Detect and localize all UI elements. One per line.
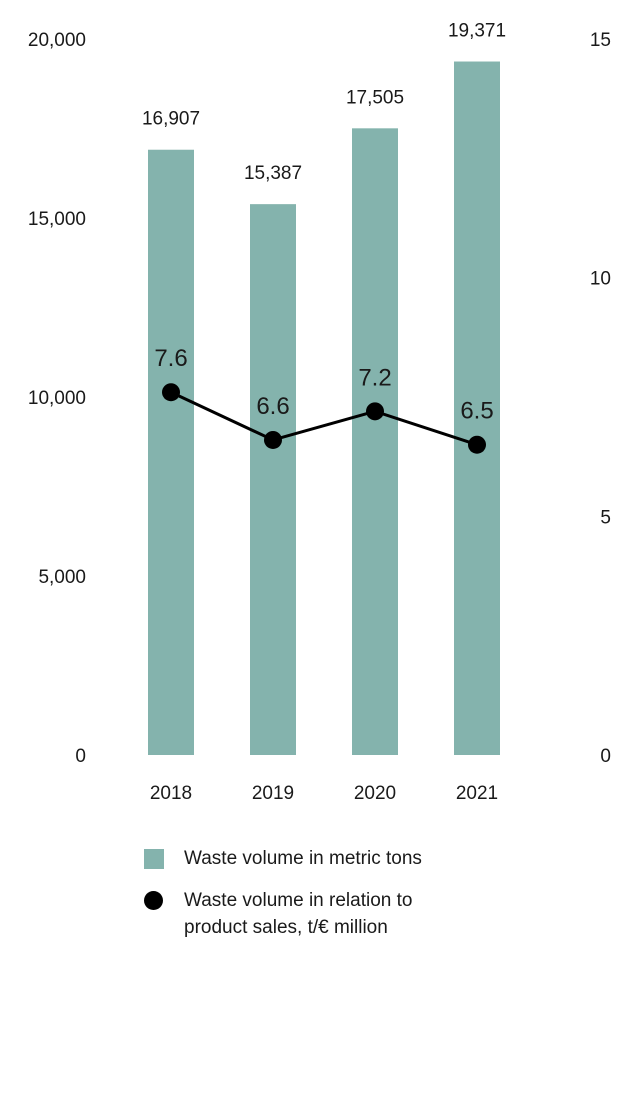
right-tick-label: 10 <box>590 269 611 290</box>
line-value-label: 6.6 <box>256 393 289 420</box>
legend-line-marker <box>144 891 163 910</box>
x-axis: 2018 2019 2020 2021 <box>150 783 498 804</box>
legend-bar-label: Waste volume in metric tons <box>184 848 422 869</box>
left-tick-label: 20,000 <box>28 30 86 51</box>
legend-line-label-line-2: product sales, t/€ million <box>184 917 388 938</box>
line-point-2019 <box>264 430 282 449</box>
line-value-label: 6.5 <box>460 398 493 425</box>
left-y-axis: 0 5,000 10,000 15,000 20,000 <box>28 30 86 767</box>
line-value-label: 7.2 <box>358 364 391 391</box>
left-tick-label: 0 <box>75 746 86 767</box>
x-tick-label: 2021 <box>456 783 498 804</box>
x-tick-label: 2020 <box>354 783 396 804</box>
right-tick-label: 15 <box>590 30 611 51</box>
left-tick-label: 15,000 <box>28 209 86 230</box>
left-tick-label: 5,000 <box>38 567 86 588</box>
line-point-2020 <box>366 402 384 421</box>
bar-2018 <box>148 149 194 756</box>
bar-value-label: 19,371 <box>448 21 506 42</box>
x-tick-label: 2019 <box>252 783 294 804</box>
x-tick-label: 2018 <box>150 783 192 804</box>
bar-2021 <box>454 61 500 756</box>
right-y-axis: 0 5 10 15 <box>590 30 611 767</box>
right-tick-label: 0 <box>600 746 611 767</box>
bar-value-labels: 16,907 15,387 17,505 19,371 <box>142 21 506 185</box>
bar-series <box>148 61 500 756</box>
bar-value-label: 17,505 <box>346 87 404 108</box>
line-series: 7.6 6.6 7.2 6.5 <box>154 345 494 454</box>
bar-2020 <box>352 128 398 756</box>
legend-item-waste-volume: Waste volume in metric tons <box>144 848 614 872</box>
line-point-2021 <box>468 435 486 454</box>
line-value-label: 7.6 <box>154 345 187 372</box>
legend: Waste volume in metric tons Waste volume… <box>144 848 614 959</box>
right-tick-label: 5 <box>600 507 611 528</box>
bar-2019 <box>250 204 296 756</box>
left-tick-label: 10,000 <box>28 388 86 409</box>
bar-value-label: 16,907 <box>142 109 200 130</box>
line-path <box>170 390 478 447</box>
waste-volume-chart: 0 5,000 10,000 15,000 20,000 0 5 10 15 16,907 15… <box>28 21 611 804</box>
legend-bar-swatch <box>144 849 164 869</box>
bar-value-label: 15,387 <box>244 163 302 184</box>
legend-line-label: Waste volume in relation to product sale… <box>184 887 412 941</box>
legend-line-label-line-1: Waste volume in relation to <box>184 890 413 911</box>
legend-item-waste-relation: Waste volume in relation to product sale… <box>144 890 614 941</box>
line-point-2018 <box>162 383 180 402</box>
